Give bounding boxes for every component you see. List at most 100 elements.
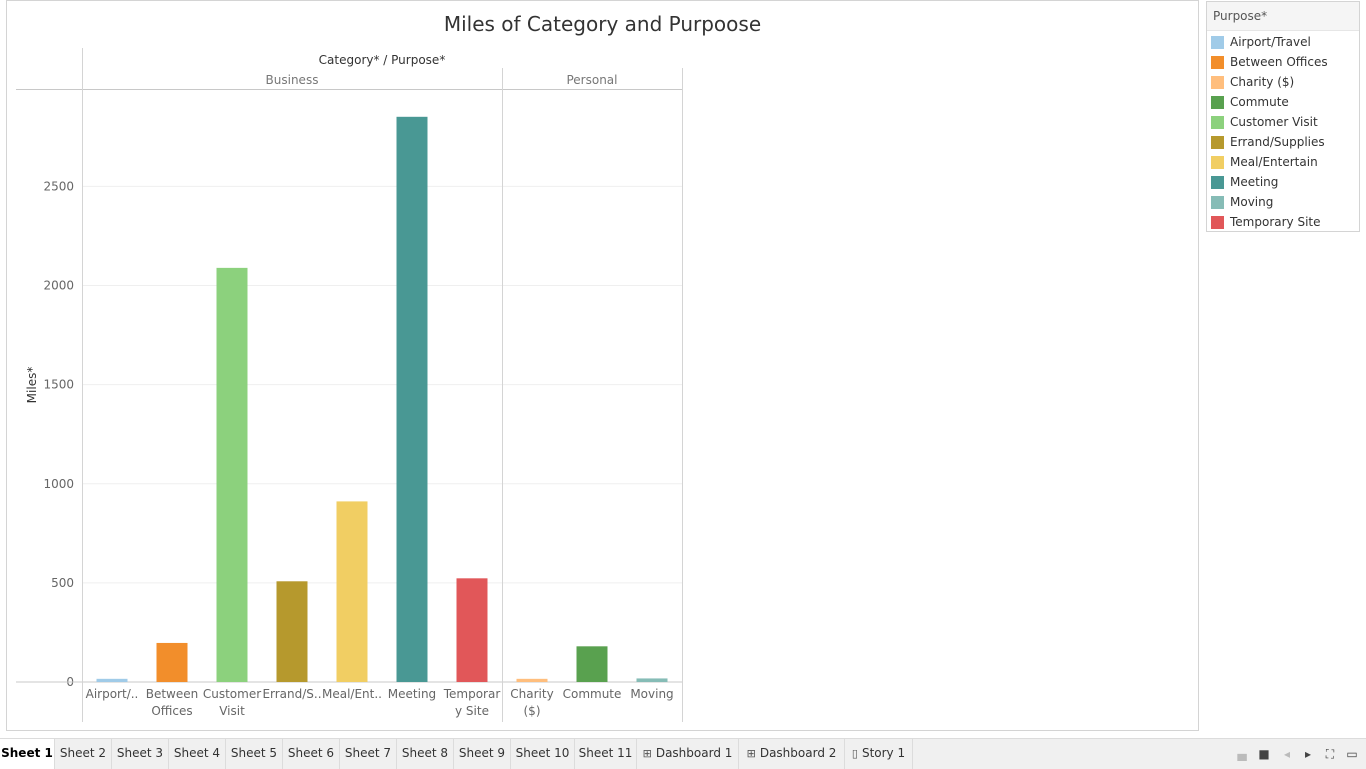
tab-label: Story 1 bbox=[861, 746, 906, 760]
y-tick-label: 2500 bbox=[43, 179, 74, 193]
bar-customer-visit bbox=[216, 267, 248, 682]
legend-swatch bbox=[1211, 195, 1224, 209]
y-axis-title: Miles* bbox=[25, 367, 39, 404]
tab-sheet-3[interactable]: Sheet 3 bbox=[112, 739, 169, 769]
bar-temporary-site bbox=[456, 578, 488, 682]
tab-sheet-9[interactable]: Sheet 9 bbox=[454, 739, 511, 769]
y-tick-label: 1500 bbox=[43, 378, 74, 392]
legend-label: Airport/Travel bbox=[1230, 35, 1311, 49]
bar-commute bbox=[576, 646, 608, 682]
legend-panel: Purpose* Airport/Travel Between Offices Ch… bbox=[1206, 1, 1360, 232]
next-sheet-icon[interactable]: ▸ bbox=[1304, 747, 1312, 761]
legend-label: Commute bbox=[1230, 95, 1289, 109]
sheet-tab-bar: Sheet 1 Sheet 2 Sheet 3 Sheet 4 Sheet 5 Sheet… bbox=[0, 738, 1366, 769]
x-tick-label: Charity bbox=[510, 687, 553, 701]
legend-swatch bbox=[1211, 215, 1224, 229]
tab-label: Sheet 3 bbox=[116, 746, 164, 760]
tab-label: Sheet 5 bbox=[230, 746, 278, 760]
tab-sheet-7[interactable]: Sheet 7 bbox=[340, 739, 397, 769]
y-tick-label: 500 bbox=[51, 576, 74, 590]
x-tick-label: Meal/Ent.. bbox=[322, 687, 382, 701]
legend-label: Charity ($) bbox=[1230, 75, 1295, 89]
tab-label: Dashboard 1 bbox=[655, 746, 733, 760]
x-tick-label: Errand/S.. bbox=[262, 687, 321, 701]
legend-swatch bbox=[1211, 75, 1224, 89]
legend-item[interactable]: Commute bbox=[1211, 92, 1289, 112]
x-tick-label: Moving bbox=[630, 687, 673, 701]
legend-swatch bbox=[1211, 55, 1224, 69]
show-tabs-icon[interactable]: ■ bbox=[1258, 747, 1270, 761]
tab-sheet-1[interactable]: Sheet 1 bbox=[0, 739, 55, 769]
dashboard-icon: ⊞ bbox=[746, 747, 756, 760]
legend-label: Errand/Supplies bbox=[1230, 135, 1325, 149]
tab-label: Sheet 1 bbox=[1, 746, 53, 760]
column-header-label: Category* / Purpose* bbox=[319, 53, 446, 67]
prev-sheet-icon[interactable]: ◂ bbox=[1283, 747, 1291, 761]
legend-label: Moving bbox=[1230, 195, 1274, 209]
tab-story-1[interactable]: ▯ Story 1 bbox=[845, 739, 913, 769]
presentation-mode-icon[interactable]: ▭ bbox=[1346, 747, 1358, 761]
fit-window-icon[interactable]: ⛶ bbox=[1325, 747, 1335, 761]
bar-between-offices bbox=[156, 642, 188, 682]
x-tick-label: Visit bbox=[219, 704, 245, 718]
legend-item[interactable]: Errand/Supplies bbox=[1211, 132, 1325, 152]
tab-sheet-10[interactable]: Sheet 10 bbox=[511, 739, 575, 769]
y-tick-label: 1000 bbox=[43, 477, 74, 491]
tab-label: Sheet 7 bbox=[344, 746, 392, 760]
bar-charity- bbox=[516, 678, 548, 682]
tab-label: Dashboard 2 bbox=[759, 746, 837, 760]
tab-label: Sheet 8 bbox=[401, 746, 449, 760]
x-tick-label: Commute bbox=[563, 687, 622, 701]
group-label-personal: Personal bbox=[566, 73, 617, 87]
legend-item[interactable]: Meal/Entertain bbox=[1211, 152, 1318, 172]
x-tick-label: Customer bbox=[203, 687, 261, 701]
tab-sheet-4[interactable]: Sheet 4 bbox=[169, 739, 226, 769]
x-tick-label: Between bbox=[146, 687, 199, 701]
tab-sheet-2[interactable]: Sheet 2 bbox=[55, 739, 112, 769]
legend-item[interactable]: Charity ($) bbox=[1211, 72, 1294, 92]
tab-sheet-11[interactable]: Sheet 11 bbox=[575, 739, 637, 769]
legend-swatch bbox=[1211, 155, 1224, 169]
legend-item[interactable]: Customer Visit bbox=[1211, 112, 1318, 132]
tab-sheet-8[interactable]: Sheet 8 bbox=[397, 739, 454, 769]
legend-item[interactable]: Moving bbox=[1211, 192, 1273, 212]
legend-item[interactable]: Meeting bbox=[1211, 172, 1278, 192]
bar-errand-supplies bbox=[276, 581, 308, 682]
chart-title: Miles of Category and Purpoose bbox=[443, 12, 762, 36]
legend-label: Between Offices bbox=[1230, 55, 1328, 69]
tab-label: Sheet 6 bbox=[287, 746, 335, 760]
group-label-business: Business bbox=[266, 73, 319, 87]
x-tick-label: Temporar bbox=[443, 687, 501, 701]
legend-title: Purpose* bbox=[1207, 2, 1359, 31]
dashboard-icon: ⊞ bbox=[642, 747, 652, 760]
bar-airport-travel bbox=[96, 678, 128, 682]
legend-label: Customer Visit bbox=[1230, 115, 1318, 129]
tab-label: Sheet 11 bbox=[578, 746, 633, 760]
x-tick-label: y Site bbox=[455, 704, 489, 718]
tab-label: Sheet 4 bbox=[173, 746, 221, 760]
tab-label: Sheet 9 bbox=[458, 746, 506, 760]
legend-item[interactable]: Between Offices bbox=[1211, 52, 1328, 72]
tab-dashboard-1[interactable]: ⊞ Dashboard 1 bbox=[637, 739, 739, 769]
legend-label: Meeting bbox=[1230, 175, 1279, 189]
x-tick-label: Meeting bbox=[388, 687, 436, 701]
tab-sheet-5[interactable]: Sheet 5 bbox=[226, 739, 283, 769]
legend-swatch bbox=[1211, 135, 1224, 149]
bar-moving bbox=[636, 678, 668, 682]
legend-label: Meal/Entertain bbox=[1230, 155, 1318, 169]
bar-meeting bbox=[396, 116, 428, 682]
show-filmstrip-icon[interactable]: ▄ bbox=[1237, 747, 1247, 761]
tab-sheet-6[interactable]: Sheet 6 bbox=[283, 739, 340, 769]
legend-item[interactable]: Airport/Travel bbox=[1211, 32, 1311, 52]
tab-label: Sheet 10 bbox=[515, 746, 570, 760]
legend-item[interactable]: Temporary Site bbox=[1211, 212, 1321, 232]
legend-swatch bbox=[1211, 175, 1224, 189]
x-tick-label: Airport/.. bbox=[86, 687, 139, 701]
tab-label: Sheet 2 bbox=[59, 746, 107, 760]
legend-swatch bbox=[1211, 115, 1224, 129]
legend-swatch bbox=[1211, 35, 1224, 49]
legend-swatch bbox=[1211, 95, 1224, 109]
tab-dashboard-2[interactable]: ⊞ Dashboard 2 bbox=[739, 739, 845, 769]
worksheet-frame bbox=[6, 0, 1199, 731]
